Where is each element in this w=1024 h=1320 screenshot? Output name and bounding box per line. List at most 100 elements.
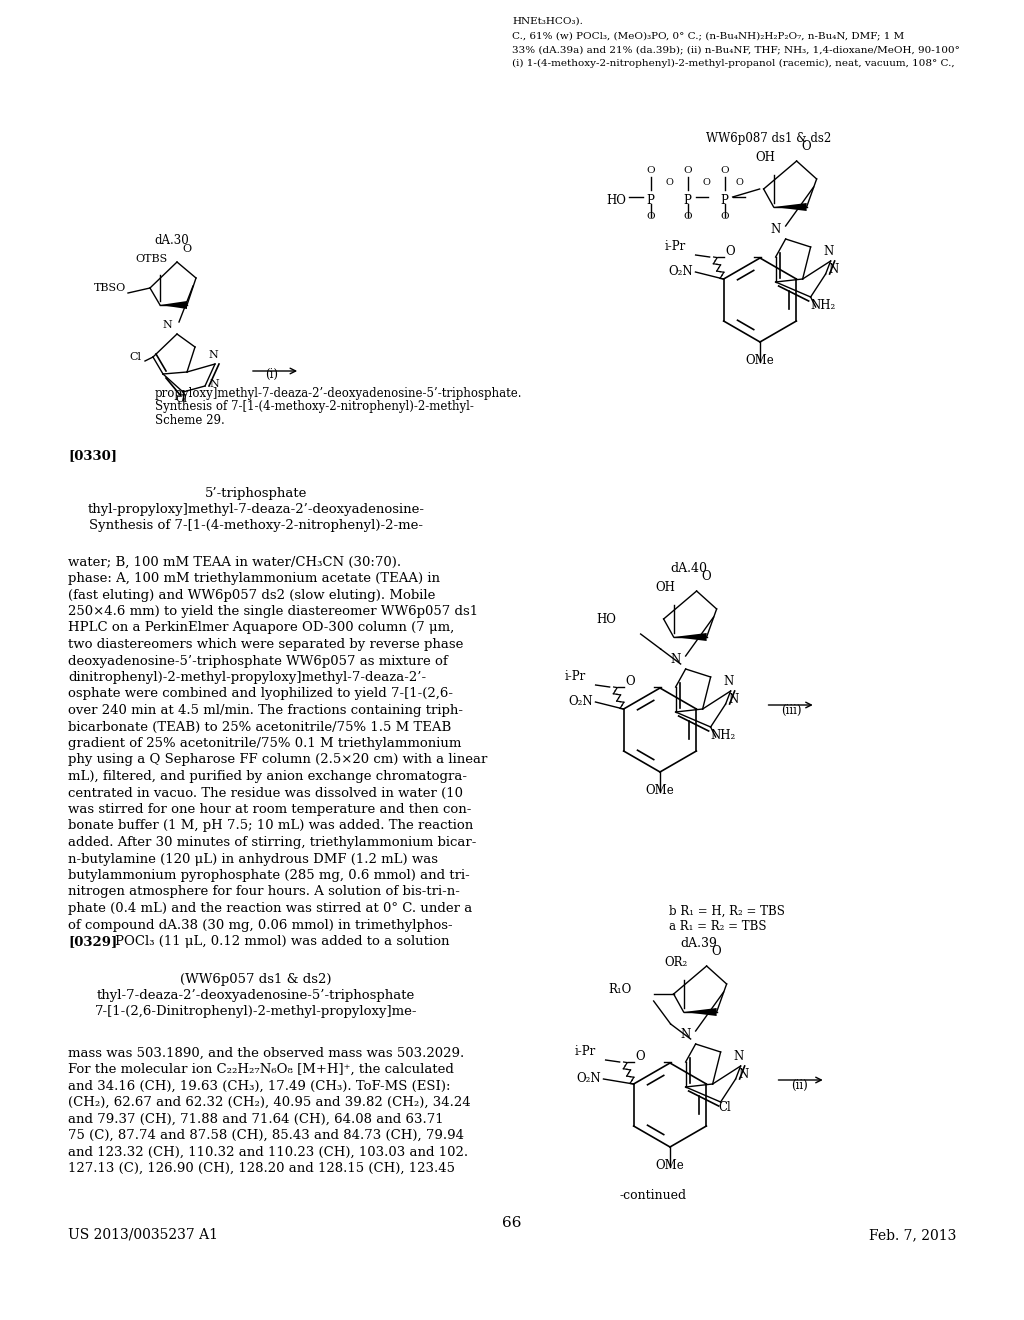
Text: i-Pr: i-Pr (564, 671, 586, 682)
Text: (iii): (iii) (780, 704, 801, 717)
Text: N: N (209, 379, 219, 389)
Text: N: N (724, 675, 734, 688)
Text: OMe: OMe (745, 354, 774, 367)
Text: phase: A, 100 mM triethylammonium acetate (TEAA) in: phase: A, 100 mM triethylammonium acetat… (68, 572, 440, 585)
Text: OTBS: OTBS (136, 253, 168, 264)
Text: butylammonium pyrophosphate (285 mg, 0.6 mmol) and tri-: butylammonium pyrophosphate (285 mg, 0.6… (68, 869, 470, 882)
Text: and 123.32 (CH), 110.32 and 110.23 (CH), 103.03 and 102.: and 123.32 (CH), 110.32 and 110.23 (CH),… (68, 1146, 468, 1159)
Text: NH₂: NH₂ (711, 729, 736, 742)
Text: bicarbonate (TEAB) to 25% acetonitrile/75% 1.5 M TEAB: bicarbonate (TEAB) to 25% acetonitrile/7… (68, 721, 452, 734)
Text: O₂N: O₂N (669, 265, 693, 279)
Text: 250×4.6 mm) to yield the single diastereomer WW6p057 ds1: 250×4.6 mm) to yield the single diastere… (68, 605, 478, 618)
Text: centrated in vacuo. The residue was dissolved in water (10: centrated in vacuo. The residue was diss… (68, 787, 463, 800)
Text: For the molecular ion C₂₂H₂₇N₆O₈ [M+H]⁺, the calculated: For the molecular ion C₂₂H₂₇N₆O₈ [M+H]⁺,… (68, 1063, 454, 1076)
Text: deoxyadenosine-5’-triphosphate WW6p057 as mixture of: deoxyadenosine-5’-triphosphate WW6p057 a… (68, 655, 447, 668)
Polygon shape (773, 203, 807, 211)
Text: propyloxy]methyl-7-deaza-2’-deoxyadenosine-5’-triphosphate.: propyloxy]methyl-7-deaza-2’-deoxyadenosi… (155, 387, 522, 400)
Text: thyl-7-deaza-2’-deoxyadenosine-5’-triphosphate: thyl-7-deaza-2’-deoxyadenosine-5’-tripho… (97, 989, 415, 1002)
Text: N: N (828, 263, 839, 276)
Text: N: N (823, 246, 834, 257)
Text: -continued: -continued (620, 1189, 687, 1203)
Text: added. After 30 minutes of stirring, triethylammonium bicar-: added. After 30 minutes of stirring, tri… (68, 836, 476, 849)
Text: POCl₃ (11 μL, 0.12 mmol) was added to a solution: POCl₃ (11 μL, 0.12 mmol) was added to a … (115, 935, 450, 948)
Text: OH: OH (756, 150, 775, 164)
Text: was stirred for one hour at room temperature and then con-: was stirred for one hour at room tempera… (68, 803, 471, 816)
Text: C., 61% (w) POCl₃, (MeO)₃PO, 0° C.; (n-Bu₄NH)₂H₂P₂O₇, n-Bu₄N, DMF; 1 M: C., 61% (w) POCl₃, (MeO)₃PO, 0° C.; (n-B… (512, 30, 904, 40)
Text: O: O (702, 178, 710, 187)
Text: dA.30: dA.30 (155, 234, 189, 247)
Text: P: P (684, 194, 691, 206)
Text: 127.13 (C), 126.90 (CH), 128.20 and 128.15 (CH), 123.45: 127.13 (C), 126.90 (CH), 128.20 and 128.… (68, 1162, 455, 1175)
Text: O: O (182, 244, 191, 253)
Text: N: N (733, 1049, 743, 1063)
Text: P: P (647, 194, 654, 206)
Text: O: O (665, 178, 673, 187)
Text: N: N (729, 693, 739, 706)
Text: R₁O: R₁O (608, 983, 632, 997)
Text: N: N (770, 223, 780, 236)
Text: water; B, 100 mM TEAA in water/CH₃CN (30:70).: water; B, 100 mM TEAA in water/CH₃CN (30… (68, 556, 401, 569)
Text: O: O (735, 178, 743, 187)
Text: Synthesis of 7-[1-(4-methoxy-2-nitrophenyl)-2-me-: Synthesis of 7-[1-(4-methoxy-2-nitrophen… (89, 519, 423, 532)
Text: 75 (C), 87.74 and 87.58 (CH), 85.43 and 84.73 (CH), 79.94: 75 (C), 87.74 and 87.58 (CH), 85.43 and … (68, 1129, 464, 1142)
Text: OR₂: OR₂ (664, 956, 687, 969)
Text: Synthesis of 7-[1-(4-methoxy-2-nitrophenyl)-2-methyl-: Synthesis of 7-[1-(4-methoxy-2-nitrophen… (155, 400, 474, 413)
Text: two diastereomers which were separated by reverse phase: two diastereomers which were separated b… (68, 638, 464, 651)
Text: 5’-triphosphate: 5’-triphosphate (205, 487, 307, 500)
Text: NH₂: NH₂ (811, 300, 836, 312)
Text: phate (0.4 mL) and the reaction was stirred at 0° C. under a: phate (0.4 mL) and the reaction was stir… (68, 902, 472, 915)
Text: (i): (i) (265, 368, 278, 381)
Text: (ii): (ii) (791, 1078, 807, 1092)
Text: dA.39: dA.39 (680, 937, 717, 950)
Text: O: O (636, 1049, 645, 1063)
Text: N: N (208, 350, 218, 360)
Text: Cl: Cl (719, 1101, 731, 1114)
Text: N: N (681, 1028, 691, 1041)
Text: a R₁ = R₂ = TBS: a R₁ = R₂ = TBS (669, 920, 766, 933)
Text: Scheme 29.: Scheme 29. (155, 414, 225, 426)
Text: US 2013/0035237 A1: US 2013/0035237 A1 (68, 1228, 218, 1242)
Text: (i) 1-(4-methoxy-2-nitrophenyl)-2-methyl-propanol (racemic), neat, vacuum, 108° : (i) 1-(4-methoxy-2-nitrophenyl)-2-methyl… (512, 59, 954, 69)
Text: O: O (720, 166, 729, 176)
Text: O₂N: O₂N (577, 1072, 601, 1085)
Text: N: N (738, 1068, 749, 1081)
Text: i-Pr: i-Pr (665, 240, 686, 253)
Text: gradient of 25% acetonitrile/75% 0.1 M triethylammonium: gradient of 25% acetonitrile/75% 0.1 M t… (68, 737, 462, 750)
Text: dinitrophenyl)-2-methyl-propyloxy]methyl-7-deaza-2’-: dinitrophenyl)-2-methyl-propyloxy]methyl… (68, 671, 426, 684)
Text: i-Pr: i-Pr (574, 1045, 596, 1059)
Text: [0330]: [0330] (68, 449, 117, 462)
Text: O: O (683, 166, 692, 176)
Text: O₂N: O₂N (569, 696, 594, 708)
Text: 7-[1-(2,6-Dinitrophenyl)-2-methyl-propyloxy]me-: 7-[1-(2,6-Dinitrophenyl)-2-methyl-propyl… (95, 1005, 417, 1018)
Text: O: O (701, 570, 712, 583)
Text: HO: HO (597, 612, 616, 626)
Text: b R₁ = H, R₂ = TBS: b R₁ = H, R₂ = TBS (669, 906, 784, 917)
Text: N: N (671, 653, 681, 667)
Text: (CH₂), 62.67 and 62.32 (CH₂), 40.95 and 39.82 (CH₂), 34.24: (CH₂), 62.67 and 62.32 (CH₂), 40.95 and … (68, 1096, 471, 1109)
Text: O: O (646, 213, 655, 220)
Text: [0329]: [0329] (68, 935, 118, 948)
Text: thyl-propyloxy]methyl-7-deaza-2’-deoxyadenosine-: thyl-propyloxy]methyl-7-deaza-2’-deoxyad… (87, 503, 425, 516)
Text: n-butylamine (120 μL) in anhydrous DMF (1.2 mL) was: n-butylamine (120 μL) in anhydrous DMF (… (68, 853, 438, 866)
Text: OMe: OMe (645, 784, 675, 797)
Text: HO: HO (607, 194, 627, 206)
Text: HNEt₃HCO₃).: HNEt₃HCO₃). (512, 17, 583, 26)
Text: O: O (726, 246, 735, 257)
Text: N: N (162, 319, 172, 330)
Text: (WW6p057 ds1 & ds2): (WW6p057 ds1 & ds2) (180, 973, 332, 986)
Text: O: O (626, 675, 635, 688)
Text: of compound dA.38 (30 mg, 0.06 mmol) in trimethylphos-: of compound dA.38 (30 mg, 0.06 mmol) in … (68, 919, 453, 932)
Text: mL), filtered, and purified by anion exchange chromatogra-: mL), filtered, and purified by anion exc… (68, 770, 467, 783)
Polygon shape (684, 1008, 717, 1016)
Text: O: O (802, 140, 811, 153)
Polygon shape (674, 634, 707, 642)
Text: OH: OH (655, 581, 676, 594)
Text: TBSO: TBSO (94, 282, 126, 293)
Text: and 34.16 (CH), 19.63 (CH₃), 17.49 (CH₃). ToF-MS (ESI):: and 34.16 (CH), 19.63 (CH₃), 17.49 (CH₃)… (68, 1080, 451, 1093)
Text: Cl: Cl (175, 393, 187, 404)
Text: over 240 min at 4.5 ml/min. The fractions containing triph-: over 240 min at 4.5 ml/min. The fraction… (68, 704, 463, 717)
Text: OMe: OMe (655, 1159, 684, 1172)
Text: bonate buffer (1 M, pH 7.5; 10 mL) was added. The reaction: bonate buffer (1 M, pH 7.5; 10 mL) was a… (68, 820, 473, 833)
Text: and 79.37 (CH), 71.88 and 71.64 (CH), 64.08 and 63.71: and 79.37 (CH), 71.88 and 71.64 (CH), 64… (68, 1113, 443, 1126)
Text: mass was 503.1890, and the observed mass was 503.2029.: mass was 503.1890, and the observed mass… (68, 1047, 464, 1060)
